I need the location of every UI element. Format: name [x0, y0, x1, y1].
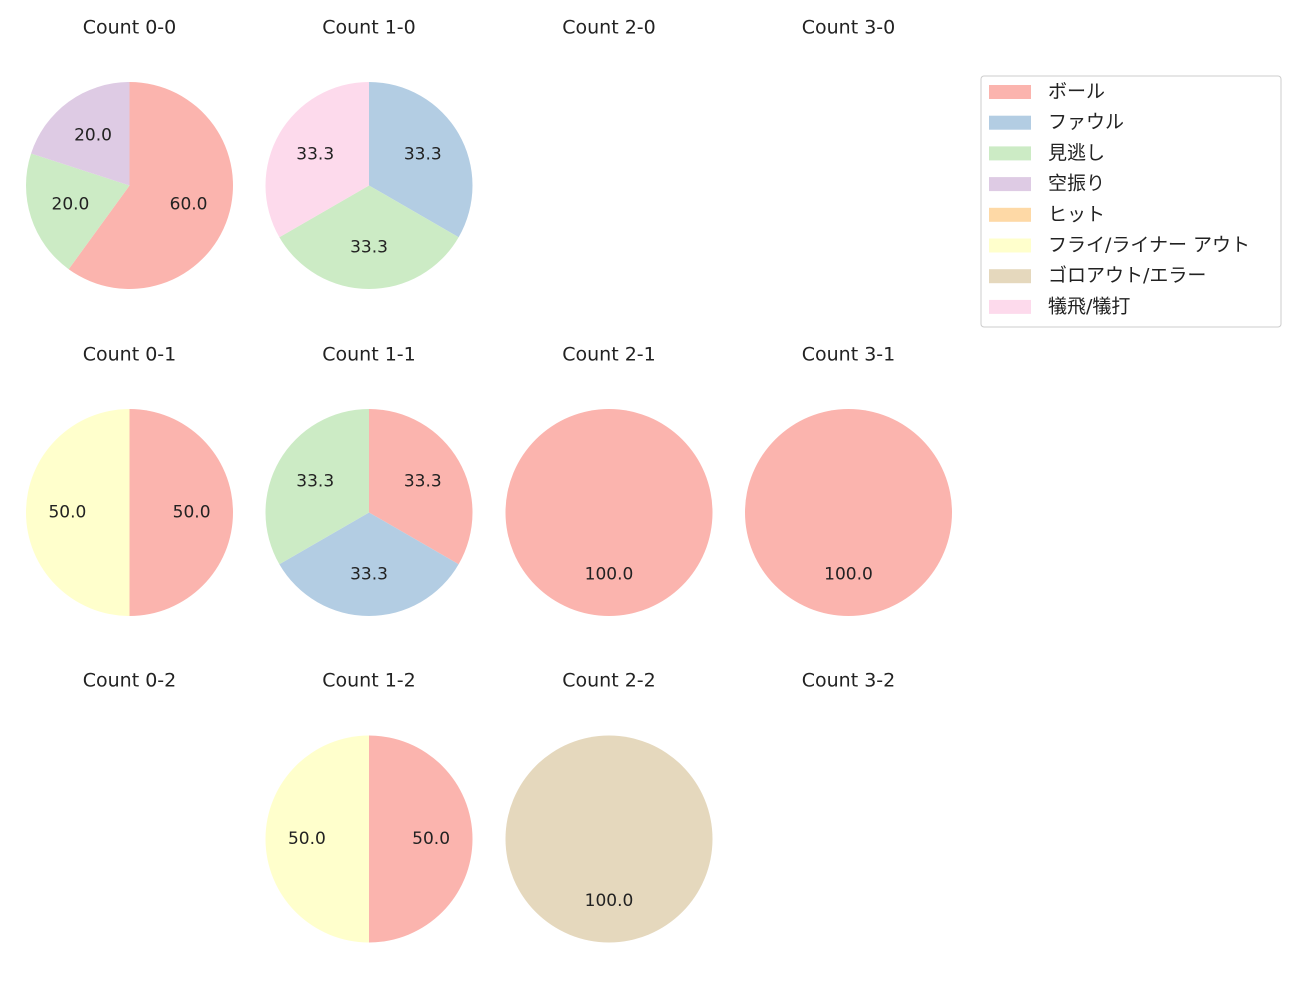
legend-label: ファウル [1048, 111, 1124, 133]
pie-title: Count 0-2 [83, 670, 177, 692]
pie-panel: Count 0-0 60.0 20.0 20.0 [25, 17, 234, 289]
pie-title: Count 0-1 [83, 344, 177, 366]
pie-slice [369, 82, 473, 238]
legend-item: 犠飛/犠打 [989, 295, 1130, 317]
slice-label: 33.3 [350, 238, 388, 258]
pie-slice [369, 409, 473, 565]
pie-slice [265, 735, 369, 943]
slice-label: 33.3 [350, 565, 388, 585]
legend-frame [980, 75, 1282, 328]
legend-item: ヒット [989, 203, 1105, 225]
legend-swatch [989, 115, 1031, 130]
slice-label: 50.0 [48, 503, 86, 523]
slice-label: 20.0 [74, 125, 112, 145]
pie-panel: Count 3-1 100.0 [745, 344, 952, 616]
legend-item: ファウル [989, 111, 1124, 133]
pie-slice [369, 735, 473, 943]
slice-label: 33.3 [296, 144, 334, 164]
legend-item: 見逃し [989, 142, 1105, 164]
legend-label: 見逃し [1048, 142, 1105, 164]
pie-title: Count 0-0 [83, 17, 177, 39]
pie-panel: Count 0-2 [83, 670, 177, 692]
pie-panel: Count 3-0 [802, 17, 896, 39]
pie-title: Count 3-2 [802, 670, 896, 692]
legend-swatch [989, 177, 1031, 192]
pie-slice [505, 409, 713, 616]
legend-label: ゴロアウト/エラー [1048, 265, 1206, 287]
slice-label: 50.0 [173, 503, 211, 523]
slice-label: 33.3 [404, 144, 442, 164]
pie-panel: Count 1-0 33.3 33.3 33.3 [265, 17, 473, 289]
slice-label: 33.3 [296, 471, 334, 491]
pie-title: Count 2-0 [562, 17, 656, 39]
legend-swatch [989, 85, 1031, 99]
legend-swatch [989, 269, 1031, 284]
legend-swatch [989, 207, 1031, 222]
pie-panel: Count 3-2 [802, 670, 896, 692]
legend-item: ボール [989, 81, 1105, 103]
legend-swatch [989, 238, 1031, 253]
slice-label: 100.0 [585, 565, 634, 585]
pie-slice [25, 153, 130, 270]
pie-slice [31, 82, 130, 186]
pie-panel: Count 2-2 100.0 [505, 670, 713, 943]
pie-panel: Count 1-2 50.0 50.0 [265, 670, 473, 943]
legend-item: フライ/ライナー アウト [989, 234, 1250, 256]
legend-item: 空振り [989, 173, 1105, 195]
legend-swatch [989, 146, 1031, 161]
pie-title: Count 1-1 [322, 344, 416, 366]
pie-title: Count 3-0 [802, 17, 896, 39]
pie-slice [129, 409, 234, 616]
pie-title: Count 2-1 [562, 344, 656, 366]
pie-title: Count 1-0 [322, 17, 416, 39]
slice-label: 50.0 [412, 829, 450, 849]
legend-label: ヒット [1048, 203, 1105, 225]
slice-label: 100.0 [824, 565, 873, 585]
slice-label: 20.0 [52, 195, 90, 215]
panels-group: Count 0-0 60.0 20.0 20.0 Count 1-0 33.3 33.3 33… [25, 17, 952, 943]
legend-label: 空振り [1048, 173, 1105, 195]
legend-label: フライ/ライナー アウト [1048, 234, 1250, 256]
legend-item: ゴロアウト/エラー [989, 265, 1206, 287]
slice-label: 50.0 [288, 829, 326, 849]
pie-panel: Count 2-1 100.0 [505, 344, 713, 616]
pie-title: Count 3-1 [802, 344, 896, 366]
legend-label: 犠飛/犠打 [1048, 295, 1130, 317]
slice-label: 60.0 [170, 195, 208, 215]
pie-panel: Count 2-0 [562, 17, 656, 39]
pie-slice [279, 185, 459, 289]
pie-panel: Count 0-1 50.0 50.0 [25, 344, 234, 616]
pie-panel: Count 1-1 33.3 33.3 33.3 [265, 344, 473, 617]
legend-swatch [989, 299, 1031, 314]
pie-slice [279, 512, 459, 617]
pie-slice [265, 409, 369, 565]
pie-title: Count 2-2 [562, 670, 656, 692]
pie-slice [265, 82, 369, 238]
pie-slice [68, 82, 234, 289]
legend-label: ボール [1048, 81, 1105, 103]
slice-label: 33.3 [404, 471, 442, 491]
slice-label: 100.0 [585, 891, 634, 911]
pie-title: Count 1-2 [322, 670, 416, 692]
pie-slice [745, 409, 952, 616]
pie-slice [25, 409, 130, 616]
pie-slice [505, 735, 713, 943]
